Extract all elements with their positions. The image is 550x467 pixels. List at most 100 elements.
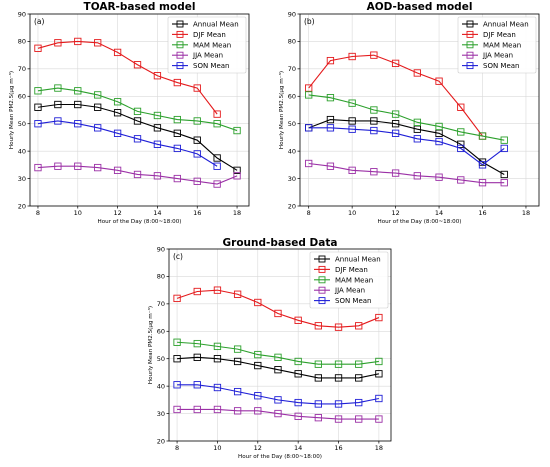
- data-point: [173, 144, 181, 153]
- x-tick-label: 14: [435, 209, 443, 217]
- series-line-2: [37, 40, 218, 115]
- y-tick-label: 30: [18, 175, 26, 183]
- y-tick-label: 20: [18, 202, 26, 210]
- legend-marker: [318, 286, 326, 294]
- data-point: [435, 137, 443, 146]
- chart-title: TOAR-based model: [84, 1, 196, 13]
- data-point: [233, 172, 241, 180]
- data-point: [334, 360, 343, 368]
- data-point: [133, 117, 142, 125]
- data-point: [213, 162, 221, 170]
- data-point: [348, 99, 356, 107]
- data-point: [375, 313, 383, 322]
- x-tick-label: 12: [391, 209, 399, 217]
- data-point: [370, 106, 378, 114]
- data-point: [413, 172, 421, 180]
- data-point: [233, 387, 242, 396]
- legend-marker: [176, 30, 184, 38]
- data-point: [435, 122, 443, 131]
- x-tick-label: 10: [213, 444, 221, 452]
- data-point: [500, 170, 508, 179]
- y-tick-label: 60: [18, 93, 26, 101]
- data-point: [193, 405, 201, 414]
- x-tick-label: 10: [74, 209, 82, 217]
- x-tick-label: 16: [193, 209, 201, 217]
- data-point: [391, 169, 400, 177]
- y-tick-label: 90: [18, 10, 26, 18]
- series-line-3: [308, 94, 505, 141]
- data-point: [370, 51, 378, 59]
- data-point: [113, 129, 122, 137]
- x-axis-label: Hour of the Day (8:00~18:00): [378, 219, 462, 225]
- data-point: [274, 366, 282, 374]
- y-tick-label: 30: [288, 175, 296, 183]
- series-line-1: [177, 356, 379, 379]
- data-point: [500, 144, 508, 153]
- data-point: [254, 361, 262, 370]
- data-point: [173, 294, 181, 303]
- data-point: [375, 370, 383, 378]
- data-point: [355, 398, 363, 407]
- legend-box: [309, 251, 389, 309]
- data-point: [133, 170, 142, 179]
- data-point: [294, 398, 302, 407]
- data-point: [133, 61, 142, 69]
- data-point: [355, 374, 363, 382]
- legend-entry: Annual Mean: [483, 21, 529, 29]
- data-point: [193, 136, 201, 144]
- series-line-1: [308, 119, 505, 175]
- data-point: [94, 91, 102, 99]
- data-point: [391, 59, 400, 68]
- data-point: [326, 115, 335, 124]
- data-point: [435, 129, 443, 137]
- data-point: [193, 353, 201, 361]
- data-point: [305, 84, 313, 92]
- x-tick-label: 18: [233, 209, 241, 217]
- data-point: [113, 48, 122, 57]
- chart-panel-1: TOAR-based model 8 10 12 14 16 18 20 30 40 50 60 70 8…: [8, 1, 250, 225]
- x-tick-label: 16: [478, 209, 486, 217]
- legend-entry: DJF Mean: [483, 31, 516, 39]
- data-point: [74, 37, 82, 46]
- data-point: [233, 407, 242, 415]
- y-axis-label: Hourly Mean PM2.5(μg m⁻³): [147, 306, 154, 384]
- data-point: [326, 124, 335, 132]
- panel-label: (c): [173, 252, 183, 261]
- data-point: [233, 357, 242, 366]
- y-axis-label: Hourly Mean PM2.5(μg m⁻³): [8, 71, 15, 149]
- x-tick-label: 18: [522, 209, 530, 217]
- data-point: [348, 166, 356, 174]
- data-point: [233, 126, 241, 135]
- data-point: [153, 172, 162, 180]
- data-point: [314, 322, 322, 330]
- data-point: [254, 350, 262, 359]
- legend-entry: MAM Mean: [193, 41, 231, 49]
- data-point: [54, 117, 62, 125]
- data-point: [193, 117, 201, 125]
- data-point: [173, 338, 181, 346]
- data-point: [173, 129, 181, 137]
- legend-entry: MAM Mean: [335, 276, 373, 284]
- legend-entry: MAM Mean: [483, 41, 521, 49]
- data-point: [391, 120, 400, 128]
- data-point: [173, 381, 181, 389]
- data-point: [213, 180, 221, 188]
- panel-label: (b): [304, 17, 315, 26]
- data-point: [74, 120, 82, 128]
- data-point: [153, 111, 162, 120]
- data-point: [413, 69, 421, 77]
- chart-panel-3: Ground-based Data 8 10 12 14 16 18 20 30 40 50 60 70…: [147, 237, 392, 460]
- x-tick-label: 8: [175, 444, 179, 452]
- data-point: [326, 162, 335, 170]
- data-point: [348, 125, 356, 133]
- legend-entry: DJF Mean: [193, 31, 226, 39]
- data-point: [133, 135, 142, 143]
- data-point: [355, 322, 363, 330]
- legend-entry: SON Mean: [193, 62, 230, 70]
- data-point: [153, 124, 162, 132]
- data-point: [213, 383, 222, 392]
- y-tick-label: 20: [157, 437, 165, 445]
- data-point: [375, 415, 383, 423]
- y-tick-label: 30: [157, 410, 165, 418]
- y-tick-label: 50: [288, 120, 296, 128]
